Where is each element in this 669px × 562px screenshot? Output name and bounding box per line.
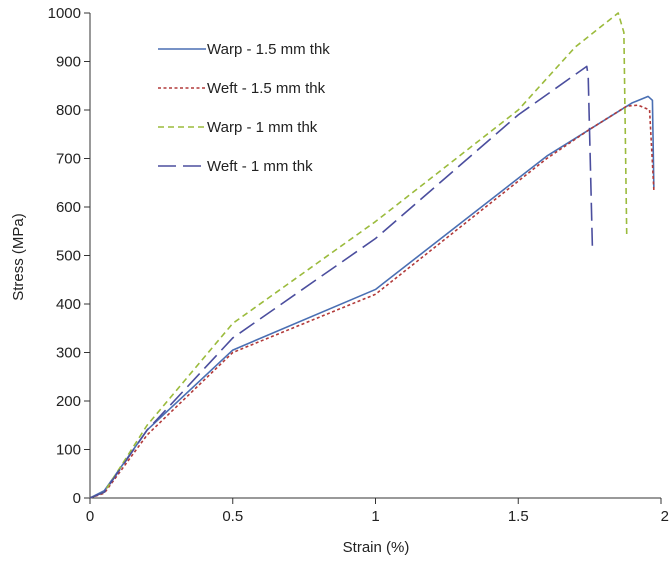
legend: Warp - 1.5 mm thk Weft - 1.5 mm thk Warp -… bbox=[158, 41, 330, 175]
series-line-1 bbox=[89, 95, 655, 499]
x-axis-title: Strain (%) bbox=[343, 539, 410, 556]
y-tick-label: 1000 bbox=[48, 5, 81, 22]
y-tick-label: 600 bbox=[56, 199, 81, 216]
y-tick-label: 900 bbox=[56, 54, 81, 71]
y-ticks: 0 100 200 300 400 500 600 700 800 900 1000 bbox=[48, 5, 90, 507]
y-tick-label: 400 bbox=[56, 296, 81, 313]
x-tick-label: 1 bbox=[371, 508, 379, 525]
y-tick-label: 500 bbox=[56, 248, 81, 265]
x-ticks: 0 0.5 1 1.5 2 bbox=[86, 498, 669, 525]
y-tick-label: 700 bbox=[56, 151, 81, 168]
series-lines bbox=[89, 12, 655, 499]
series-line-2 bbox=[89, 104, 655, 499]
x-tick-label: 0.5 bbox=[222, 508, 243, 525]
y-tick-label: 300 bbox=[56, 345, 81, 362]
series-line-4 bbox=[89, 65, 594, 499]
legend-label-4: Weft - 1 mm thk bbox=[207, 158, 313, 175]
x-tick-label: 2 bbox=[661, 508, 669, 525]
y-tick-label: 200 bbox=[56, 393, 81, 410]
legend-label-1: Warp - 1.5 mm thk bbox=[207, 41, 330, 58]
legend-label-2: Weft - 1.5 mm thk bbox=[207, 80, 326, 97]
series-line-3 bbox=[89, 12, 628, 499]
legend-label-3: Warp - 1 mm thk bbox=[207, 119, 318, 136]
y-axis-title: Stress (MPa) bbox=[10, 213, 27, 301]
y-tick-label: 800 bbox=[56, 102, 81, 119]
x-tick-label: 0 bbox=[86, 508, 94, 525]
y-tick-label: 100 bbox=[56, 442, 81, 459]
y-tick-label: 0 bbox=[73, 490, 81, 507]
axes: 0 100 200 300 400 500 600 700 800 900 1000 0 0.5 1 1.… bbox=[48, 5, 669, 525]
x-tick-label: 1.5 bbox=[508, 508, 529, 525]
